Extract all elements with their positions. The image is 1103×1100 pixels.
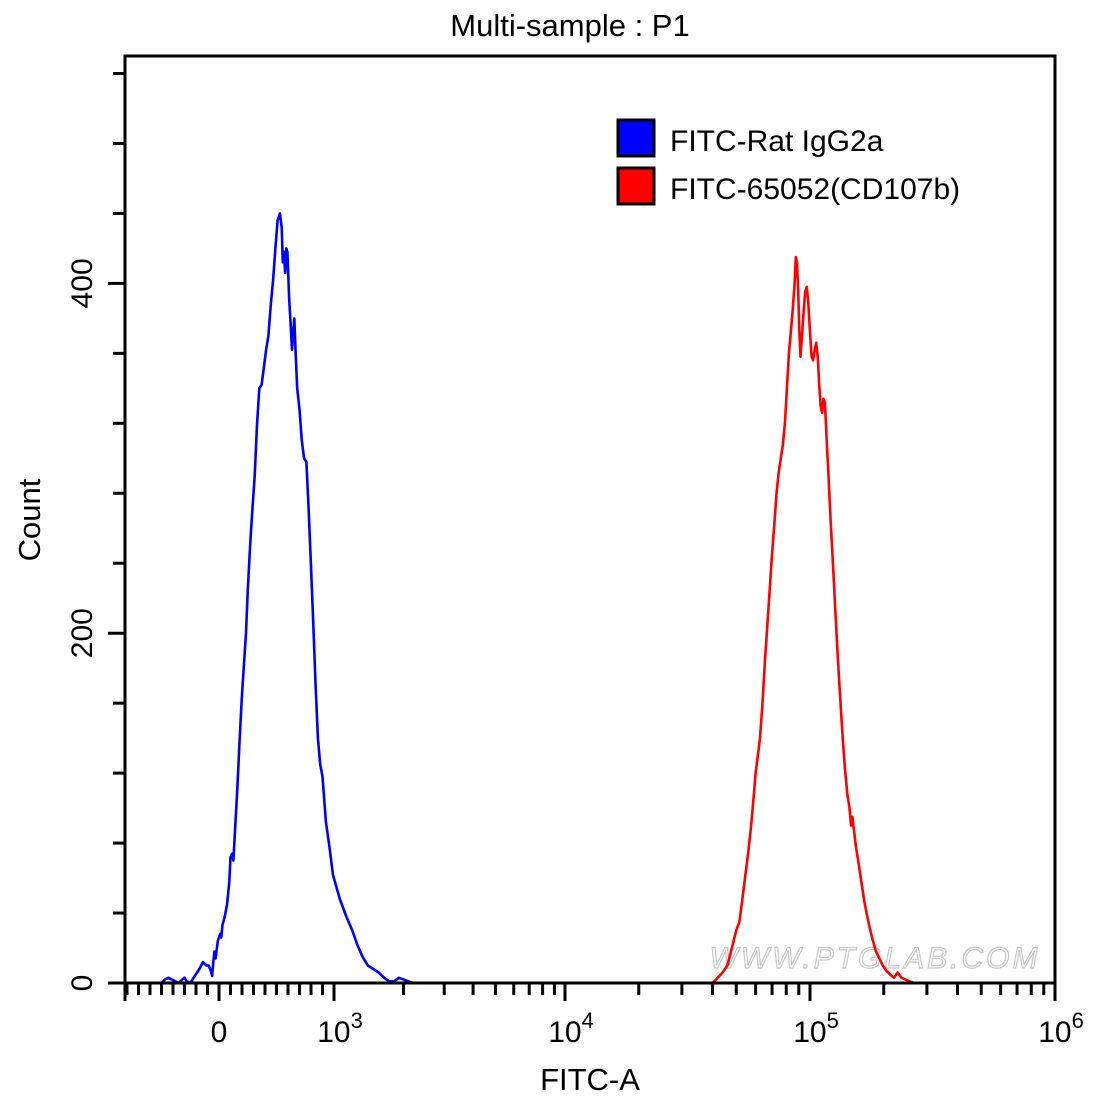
x-tick-label: 105 [793,1008,839,1049]
legend-swatch-0 [616,118,656,158]
x-axis: 0 103 104 105 106 [123,983,1084,1049]
y-axis-label: Count [12,478,47,561]
x-axis-label: FITC-A [540,1062,640,1097]
series-layer [160,212,920,985]
y-tick-label: 200 [66,608,99,658]
series-line-1 [711,255,920,985]
x-tick-label: 0 [211,1016,228,1049]
x-tick-label: 103 [317,1008,363,1049]
legend-item: FITC-Rat IgG2a [616,118,884,158]
legend-label-1: FITC-65052(CD107b) [670,173,960,206]
x-tick-label: 106 [1038,1008,1084,1049]
legend-label-0: FITC-Rat IgG2a [670,125,884,158]
chart-title: Multi-sample : P1 [450,8,689,43]
x-tick-label: 104 [548,1008,594,1049]
plot-frame [123,54,1057,985]
legend-item: FITC-65052(CD107b) [616,166,960,206]
y-tick-label: 0 [66,975,99,992]
y-axis: 0 200 400 [66,71,125,992]
legend: FITC-Rat IgG2a FITC-65052(CD107b) [616,118,960,206]
legend-swatch-1 [616,166,656,206]
series-line-0 [160,212,418,985]
y-tick-label: 400 [66,258,99,308]
